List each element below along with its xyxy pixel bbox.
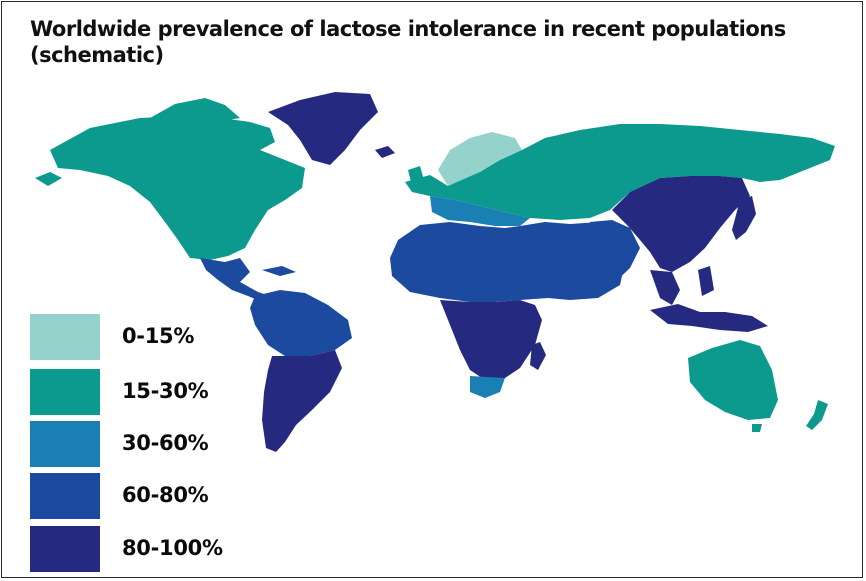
- region-caribbean: [262, 266, 296, 276]
- legend-swatch: [30, 369, 100, 415]
- region-south-america-south: [262, 350, 342, 452]
- region-indonesia: [650, 304, 768, 332]
- region-southern-europe: [430, 196, 530, 226]
- region-philippines: [698, 266, 714, 296]
- legend-swatch: [30, 473, 100, 519]
- legend-swatch: [30, 314, 100, 360]
- region-southeast-asia: [650, 270, 680, 305]
- region-sub-saharan-africa: [440, 300, 542, 380]
- legend-label: 15-30%: [122, 379, 209, 403]
- title-line-1: Worldwide prevalence of lactose intolera…: [30, 17, 786, 41]
- region-central-america: [200, 258, 270, 302]
- region-british-isles: [408, 166, 424, 186]
- legend-item-30-60: 30-60%: [30, 421, 270, 467]
- legend-label: 0-15%: [122, 324, 195, 348]
- legend-swatch: [30, 526, 100, 572]
- region-north-america: [50, 115, 305, 260]
- region-north-africa-middle-east: [390, 222, 625, 302]
- region-south-america-north: [250, 290, 352, 356]
- region-australia: [688, 340, 778, 420]
- legend-item-15-30: 15-30%: [30, 369, 270, 415]
- legend-label: 80-100%: [122, 536, 223, 560]
- legend-item-60-80: 60-80%: [30, 473, 270, 519]
- legend-item-0-15: 0-15%: [30, 314, 270, 360]
- legend-item-80-100: 80-100%: [30, 526, 270, 572]
- legend-label: 60-80%: [122, 483, 209, 507]
- region-iceland: [375, 146, 395, 158]
- region-alaska-islands: [35, 172, 62, 186]
- map-title: Worldwide prevalence of lactose intolera…: [30, 16, 786, 68]
- legend-label: 30-60%: [122, 431, 209, 455]
- region-greenland: [268, 92, 378, 165]
- region-madagascar: [530, 342, 546, 370]
- region-japan: [732, 196, 756, 240]
- region-tasmania: [752, 424, 762, 432]
- region-europe-north-asia: [405, 124, 835, 220]
- region-east-asia: [612, 176, 750, 272]
- title-line-2: (schematic): [30, 43, 164, 67]
- legend-swatch: [30, 421, 100, 467]
- region-south-asia: [590, 220, 640, 285]
- region-southern-africa: [470, 376, 505, 398]
- region-arctic-islands: [150, 98, 240, 124]
- region-new-zealand: [806, 400, 828, 430]
- region-scandinavia: [438, 132, 522, 186]
